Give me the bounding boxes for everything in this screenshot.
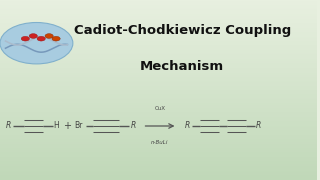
Text: H: H: [53, 122, 59, 130]
Text: R: R: [185, 122, 190, 130]
Text: CuX: CuX: [155, 105, 165, 111]
Circle shape: [52, 36, 60, 41]
Circle shape: [37, 36, 45, 41]
Circle shape: [0, 22, 73, 64]
Circle shape: [45, 34, 53, 38]
Circle shape: [29, 34, 37, 38]
Text: n-BuLi: n-BuLi: [151, 140, 169, 145]
Text: Cadiot-Chodkiewicz Coupling: Cadiot-Chodkiewicz Coupling: [74, 24, 291, 37]
Text: R: R: [6, 122, 12, 130]
Text: Mechanism: Mechanism: [140, 60, 224, 73]
Text: +: +: [63, 121, 71, 131]
Text: R: R: [256, 122, 261, 130]
Text: R: R: [131, 122, 136, 130]
Text: Br: Br: [74, 122, 83, 130]
Circle shape: [21, 36, 29, 41]
